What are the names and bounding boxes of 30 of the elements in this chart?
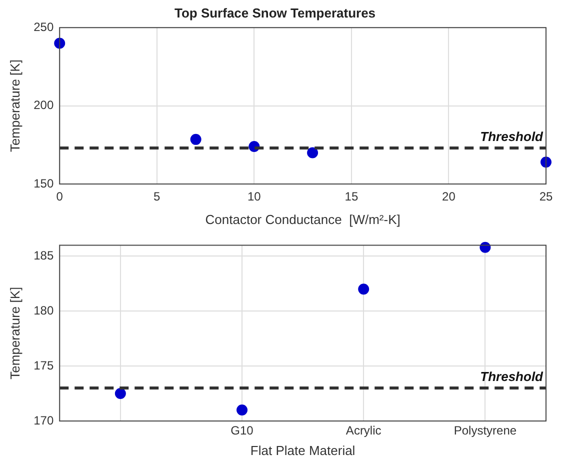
x-axis-title: Flat Plate Material [250, 442, 356, 458]
x-tick-label: 20 [442, 190, 456, 204]
point [307, 147, 318, 158]
x-tick-label: 0 [56, 190, 64, 204]
point [190, 134, 202, 145]
x-tick-label: 15 [344, 190, 358, 204]
x-tick-label: 25 [539, 190, 553, 204]
y-tick-label: 180 [34, 303, 54, 318]
x-axis-title: Contactor Conductance [W/m²-K] [205, 212, 400, 227]
y-tick-label: 170 [34, 413, 54, 428]
point [114, 388, 126, 400]
point [480, 242, 491, 253]
y-tick-label: 175 [34, 358, 54, 372]
y-tick-label: 185 [34, 248, 54, 262]
x-tick-label: G10 [230, 424, 254, 438]
point [358, 284, 370, 295]
chart-title: Top Surface Snow Temperatures [174, 5, 376, 20]
x-tick-label: Polystyrene [454, 424, 517, 438]
y-tick-label: 150 [34, 176, 54, 190]
x-tick-label: 10 [247, 190, 262, 204]
y-axis-title: Temperature [K] [7, 60, 22, 152]
x-tick-label: Acrylic [346, 424, 382, 438]
y-tick-label: 200 [34, 98, 54, 112]
ref-line-label: Threshold [480, 129, 544, 144]
y-axis-title: Temperature [K] [7, 286, 22, 380]
point [540, 156, 552, 168]
x-tick-label: 5 [154, 190, 161, 204]
ref-line-label: Threshold [480, 369, 544, 384]
point [236, 404, 248, 416]
y-tick-label: 250 [34, 20, 54, 34]
